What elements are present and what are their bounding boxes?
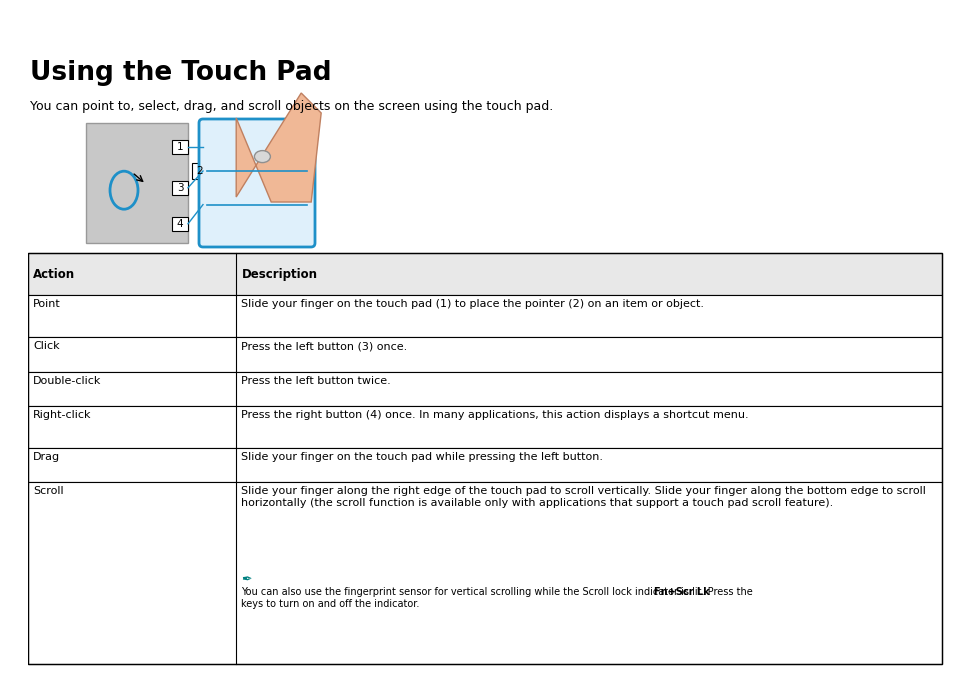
Bar bbox=[28, 253, 941, 664]
Text: Press the right button (4) once. In many applications, this action displays a sh: Press the right button (4) once. In many… bbox=[241, 410, 748, 420]
Text: 32: 32 bbox=[834, 4, 851, 17]
Bar bbox=[192, 163, 208, 179]
Text: Using Your VAIO Computer: Using Your VAIO Computer bbox=[810, 30, 939, 40]
Text: Fn+Scr Lk: Fn+Scr Lk bbox=[653, 587, 709, 597]
Bar bbox=[172, 140, 188, 154]
Bar bbox=[28, 448, 941, 483]
Text: Slide your finger on the touch pad while pressing the left button.: Slide your finger on the touch pad while… bbox=[241, 452, 602, 462]
FancyBboxPatch shape bbox=[199, 119, 314, 247]
Bar bbox=[28, 406, 941, 448]
Text: ◄: ◄ bbox=[820, 5, 826, 16]
Text: ►: ► bbox=[851, 5, 859, 16]
Ellipse shape bbox=[254, 150, 270, 162]
Bar bbox=[28, 253, 941, 295]
Text: You can point to, select, drag, and scroll objects on the screen using the touch: You can point to, select, drag, and scro… bbox=[30, 100, 553, 113]
Text: Description: Description bbox=[241, 268, 317, 280]
Bar bbox=[28, 483, 941, 664]
Text: Right-click: Right-click bbox=[33, 410, 91, 420]
Bar bbox=[28, 295, 941, 337]
Text: ✒: ✒ bbox=[241, 573, 252, 586]
Text: 4: 4 bbox=[176, 219, 183, 228]
Text: keys to turn on and off the indicator.: keys to turn on and off the indicator. bbox=[241, 599, 419, 609]
Polygon shape bbox=[236, 93, 321, 202]
Text: Scroll: Scroll bbox=[33, 487, 64, 496]
Text: Point: Point bbox=[33, 299, 61, 309]
Text: 3: 3 bbox=[176, 183, 183, 193]
Bar bbox=[86, 123, 188, 243]
Text: Press the left button (3) once.: Press the left button (3) once. bbox=[241, 341, 407, 351]
Text: Slide your finger on the touch pad (1) to place the pointer (2) on an item or ob: Slide your finger on the touch pad (1) t… bbox=[241, 299, 703, 309]
Text: VAIO: VAIO bbox=[12, 16, 75, 40]
Text: You can also use the fingerprint sensor for vertical scrolling while the Scroll : You can also use the fingerprint sensor … bbox=[241, 587, 756, 597]
Text: Drag: Drag bbox=[33, 452, 60, 462]
Text: Press the left button twice.: Press the left button twice. bbox=[241, 375, 391, 386]
Text: Using the Touch Pad: Using the Touch Pad bbox=[30, 60, 332, 86]
Bar bbox=[172, 217, 188, 231]
Text: Double-click: Double-click bbox=[33, 375, 101, 386]
Text: Click: Click bbox=[33, 341, 59, 351]
Bar bbox=[28, 371, 941, 406]
Text: 2: 2 bbox=[196, 166, 203, 176]
Bar bbox=[28, 337, 941, 371]
Text: 1: 1 bbox=[176, 142, 183, 152]
Text: Slide your finger along the right edge of the touch pad to scroll vertically. Sl: Slide your finger along the right edge o… bbox=[241, 487, 925, 508]
Bar bbox=[172, 181, 188, 195]
Text: Action: Action bbox=[33, 268, 75, 280]
